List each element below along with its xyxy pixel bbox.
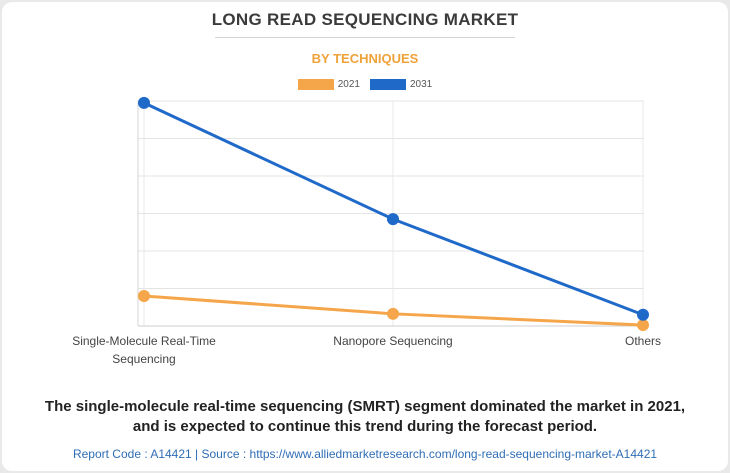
data-point-2021-2 [387,307,399,320]
chart-subtitle: BY TECHNIQUES [311,51,419,66]
data-point-2021-3 [637,319,649,332]
legend-label-2031: 2031 [410,79,433,90]
legend-item-2021[interactable]: 2021 [297,79,360,90]
legend-swatch-2031 [370,79,406,90]
data-point-2021-1 [138,290,150,302]
title-divider [215,37,515,38]
legend-item-2031[interactable]: 2031 [370,79,432,90]
legend-label-2021: 2021 [337,79,360,90]
chart-title: LONG READ SEQUENCING MARKET [211,10,519,29]
data-point-2031-3 [637,308,649,321]
data-point-2031-2 [387,213,399,226]
data-point-2031-1 [138,96,150,109]
source-note: Report Code : A14421 | Source : https://… [72,447,658,461]
x-tick-label: Single-Molecule Real-Time Sequencing [72,334,216,366]
caption-line-1: The single-molecule real-time sequencing… [44,398,686,415]
x-tick-label: Nanopore Sequencing [333,334,452,348]
x-tick-label: Others [625,334,661,348]
chart-caption: The single-molecule real-time sequencing… [0,397,730,437]
legend: 2021 2031 [0,79,730,90]
line-chart: Single-Molecule Real-Time Sequencing Nanop… [72,96,661,366]
legend-swatch-2021 [297,79,334,90]
caption-line-2: and is expected to continue this trend d… [132,418,598,435]
